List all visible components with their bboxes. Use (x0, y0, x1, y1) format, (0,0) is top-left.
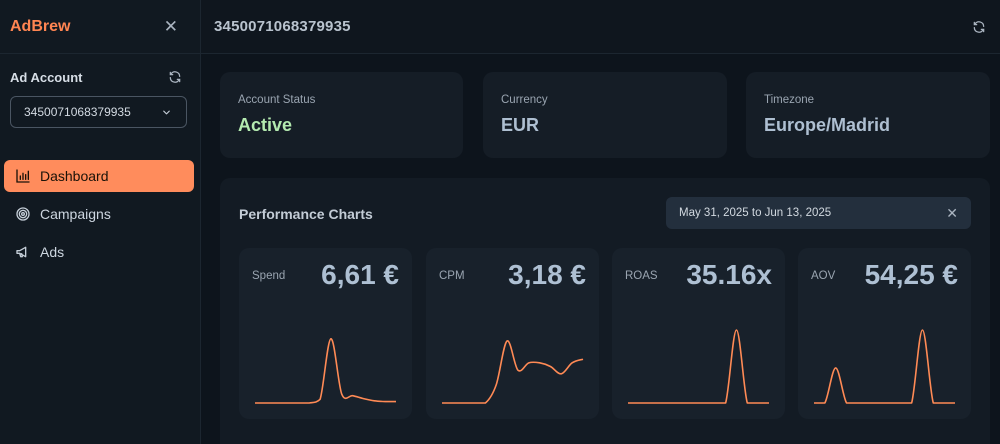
sidebar: AdBrew ✕ Ad Account 3450071068379935 Das… (0, 0, 201, 444)
top-header: 3450071068379935 (201, 0, 1000, 54)
timezone-value: Europe/Madrid (764, 115, 891, 135)
timezone-label: Timezone (764, 94, 815, 106)
metric-value: 6,61 € (321, 259, 399, 290)
metric-label: Spend (252, 270, 286, 282)
target-icon (16, 207, 30, 221)
metric-value: 54,25 € (864, 259, 958, 290)
clear-date-icon[interactable]: ✕ (946, 204, 958, 221)
sidebar-item-label: Dashboard (40, 168, 109, 184)
chevron-down-icon (163, 110, 170, 114)
page-title: 3450071068379935 (214, 18, 351, 35)
metric-label: AOV (811, 270, 836, 282)
refresh-accounts-icon[interactable] (168, 70, 182, 84)
metric-label: ROAS (625, 270, 658, 282)
metric-card-spend: Spend 6,61 € (239, 248, 412, 419)
sparkline-series-line (441, 340, 584, 404)
bar-chart-icon (16, 169, 30, 183)
ad-account-label: Ad Account (10, 69, 83, 85)
account-status-value: Active (238, 115, 293, 135)
brand-logo: AdBrew (10, 17, 71, 35)
metric-card-roas: ROAS 35.16x (612, 248, 785, 419)
metric-value: 35.16x (686, 259, 772, 290)
megaphone-icon (16, 246, 27, 258)
aov-sparkline (813, 329, 955, 404)
metric-card-cpm: CPM 3,18 € (426, 248, 599, 419)
ad-account-header: Ad Account (0, 69, 200, 85)
refresh-icon[interactable] (972, 20, 986, 34)
sparkline-series-line (813, 329, 955, 404)
sidebar-nav: Dashboard Campaigns Ads (0, 160, 200, 268)
date-range-picker[interactable]: May 31, 2025 to Jun 13, 2025 ✕ (666, 197, 971, 229)
sidebar-item-campaigns[interactable]: Campaigns (4, 198, 194, 230)
sidebar-item-dashboard[interactable]: Dashboard (4, 160, 194, 192)
roas-sparkline (627, 329, 769, 404)
account-status-label: Account Status (238, 94, 316, 106)
spend-sparkline (254, 337, 397, 404)
metric-value: 3,18 € (508, 259, 586, 290)
performance-title: Performance Charts (239, 206, 373, 222)
date-range-text: May 31, 2025 to Jun 13, 2025 (679, 207, 832, 219)
currency-label: Currency (501, 94, 548, 106)
performance-panel: Performance Charts May 31, 2025 to Jun 1… (220, 178, 990, 444)
sidebar-item-ads[interactable]: Ads (4, 236, 194, 268)
sparkline-series-line (627, 329, 769, 404)
metric-card-aov: AOV 54,25 € (798, 248, 971, 419)
timezone-card: Timezone Europe/Madrid (746, 72, 990, 158)
cpm-sparkline (441, 340, 584, 404)
close-sidebar-icon[interactable]: ✕ (163, 17, 178, 36)
currency-value: EUR (501, 115, 540, 135)
brand-row: AdBrew ✕ (0, 0, 200, 54)
sidebar-item-label: Campaigns (40, 206, 111, 222)
ad-account-selected-value: 3450071068379935 (24, 105, 131, 119)
sparkline-series-line (254, 337, 397, 404)
sidebar-item-label: Ads (40, 244, 65, 260)
ad-account-select[interactable]: 3450071068379935 (10, 96, 187, 128)
account-status-card: Account Status Active (220, 72, 463, 158)
metric-label: CPM (439, 270, 465, 282)
currency-card: Currency EUR (483, 72, 727, 158)
